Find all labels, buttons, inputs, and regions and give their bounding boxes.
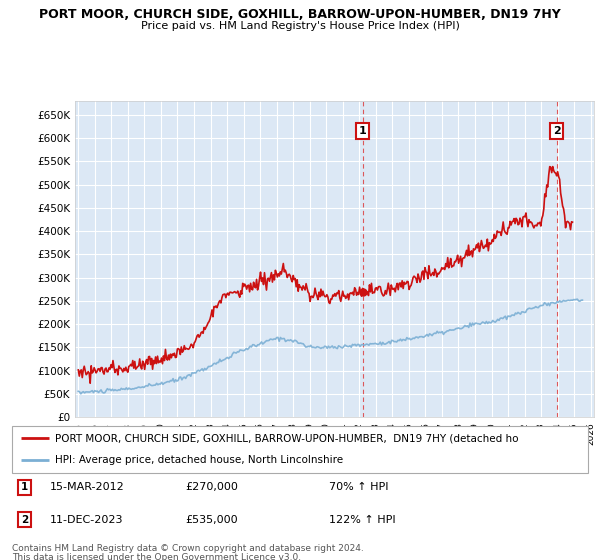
Text: 2: 2: [21, 515, 28, 525]
Text: 2: 2: [553, 126, 560, 136]
Text: £535,000: £535,000: [185, 515, 238, 525]
Text: 1: 1: [359, 126, 367, 136]
Text: 122% ↑ HPI: 122% ↑ HPI: [329, 515, 395, 525]
FancyBboxPatch shape: [12, 426, 588, 473]
Text: PORT MOOR, CHURCH SIDE, GOXHILL, BARROW-UPON-HUMBER,  DN19 7HY (detached ho: PORT MOOR, CHURCH SIDE, GOXHILL, BARROW-…: [55, 433, 519, 444]
Text: 70% ↑ HPI: 70% ↑ HPI: [329, 482, 388, 492]
Text: 1: 1: [21, 482, 28, 492]
Text: Price paid vs. HM Land Registry's House Price Index (HPI): Price paid vs. HM Land Registry's House …: [140, 21, 460, 31]
Text: Contains HM Land Registry data © Crown copyright and database right 2024.: Contains HM Land Registry data © Crown c…: [12, 544, 364, 553]
Text: £270,000: £270,000: [185, 482, 238, 492]
Text: PORT MOOR, CHURCH SIDE, GOXHILL, BARROW-UPON-HUMBER, DN19 7HY: PORT MOOR, CHURCH SIDE, GOXHILL, BARROW-…: [39, 8, 561, 21]
Text: This data is licensed under the Open Government Licence v3.0.: This data is licensed under the Open Gov…: [12, 553, 301, 560]
Text: HPI: Average price, detached house, North Lincolnshire: HPI: Average price, detached house, Nort…: [55, 455, 343, 465]
Text: 11-DEC-2023: 11-DEC-2023: [49, 515, 123, 525]
Text: 15-MAR-2012: 15-MAR-2012: [49, 482, 124, 492]
